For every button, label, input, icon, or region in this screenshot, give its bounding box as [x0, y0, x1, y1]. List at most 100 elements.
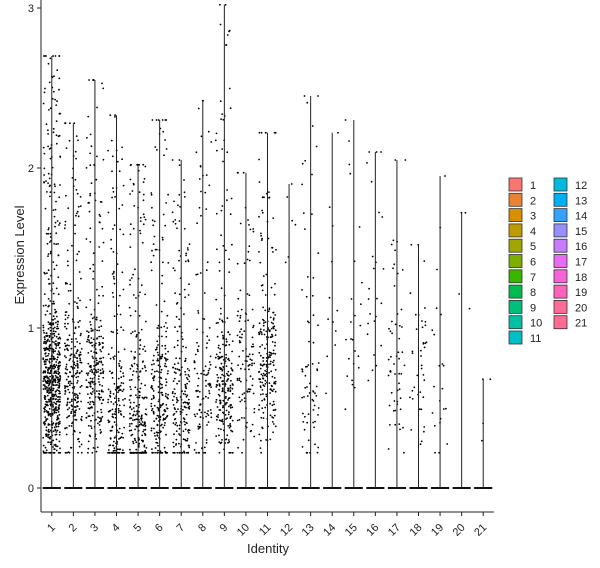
- data-point: [132, 413, 135, 416]
- data-point: [128, 429, 131, 432]
- data-point: [91, 381, 94, 384]
- data-point: [185, 406, 187, 409]
- data-point: [87, 407, 90, 409]
- data-point: [95, 418, 97, 421]
- data-point: [394, 423, 397, 426]
- data-point: [249, 375, 252, 378]
- data-point: [210, 386, 213, 388]
- data-point: [258, 158, 260, 161]
- data-point: [48, 241, 51, 243]
- data-point: [130, 422, 133, 425]
- data-point: [57, 320, 60, 323]
- data-point: [64, 224, 67, 226]
- data-point: [90, 427, 93, 430]
- data-point: [226, 189, 229, 191]
- data-point: [172, 391, 174, 393]
- data-point: [49, 412, 52, 415]
- legend-swatch-20: [553, 299, 568, 314]
- data-point: [89, 241, 92, 243]
- data-point: [56, 353, 59, 355]
- data-point: [55, 400, 58, 403]
- data-point: [129, 164, 132, 167]
- x-tick-label: 3: [88, 522, 101, 535]
- data-point: [251, 359, 253, 362]
- data-point: [214, 356, 217, 359]
- data-point: [328, 206, 331, 209]
- data-point: [79, 342, 81, 345]
- data-point: [122, 382, 125, 385]
- data-point: [227, 388, 230, 390]
- data-point: [52, 405, 54, 408]
- data-point: [345, 338, 347, 341]
- data-point: [47, 172, 50, 175]
- data-point: [66, 451, 68, 454]
- data-point: [90, 145, 93, 148]
- data-point: [268, 354, 271, 356]
- data-point: [238, 340, 241, 342]
- data-point: [44, 341, 47, 343]
- data-point: [184, 393, 187, 396]
- data-point: [176, 398, 178, 401]
- data-point: [101, 368, 104, 370]
- data-point: [47, 384, 50, 387]
- data-point: [249, 388, 252, 391]
- data-point: [150, 398, 153, 400]
- data-point: [390, 391, 393, 394]
- data-point: [258, 181, 261, 183]
- data-point: [219, 367, 222, 370]
- data-point: [64, 220, 67, 223]
- data-point: [102, 241, 105, 244]
- data-point: [109, 429, 112, 432]
- data-point: [182, 430, 185, 433]
- data-point: [222, 118, 225, 121]
- data-point: [139, 229, 141, 232]
- data-point: [164, 139, 167, 141]
- data-point: [77, 396, 79, 399]
- data-point: [129, 394, 132, 397]
- x-tick-label: 15: [343, 522, 360, 539]
- data-point: [217, 355, 220, 358]
- data-point: [171, 159, 174, 161]
- data-point: [55, 232, 58, 235]
- data-point: [113, 413, 116, 415]
- data-point: [312, 421, 314, 424]
- data-point: [274, 314, 277, 316]
- data-point: [43, 331, 45, 334]
- data-point: [110, 401, 113, 403]
- data-point: [112, 228, 114, 230]
- x-tick-label: 13: [300, 522, 317, 539]
- data-point: [112, 416, 115, 419]
- data-point: [133, 205, 136, 207]
- data-point: [71, 244, 73, 247]
- data-point: [47, 414, 50, 416]
- data-point: [58, 353, 61, 355]
- data-point: [153, 235, 156, 238]
- data-point: [78, 326, 80, 328]
- data-point: [129, 178, 132, 181]
- data-point: [75, 396, 77, 399]
- data-point: [218, 270, 221, 272]
- data-point: [102, 337, 105, 340]
- data-point: [79, 299, 81, 302]
- data-point: [344, 119, 347, 121]
- data-point: [75, 189, 78, 191]
- data-point: [186, 382, 189, 385]
- data-point: [164, 395, 167, 398]
- data-point: [111, 413, 114, 416]
- data-point: [135, 394, 137, 396]
- data-point: [129, 412, 131, 415]
- data-point: [70, 353, 73, 356]
- data-point: [252, 324, 255, 327]
- data-point: [48, 391, 51, 394]
- data-point: [197, 350, 199, 353]
- data-point: [111, 170, 113, 173]
- data-point: [45, 418, 48, 421]
- data-point: [199, 416, 202, 419]
- data-point: [239, 314, 242, 317]
- data-point: [399, 397, 402, 400]
- data-point: [77, 307, 79, 310]
- data-point: [55, 340, 57, 343]
- data-point: [95, 318, 98, 321]
- data-point: [52, 439, 55, 442]
- data-point: [86, 386, 89, 388]
